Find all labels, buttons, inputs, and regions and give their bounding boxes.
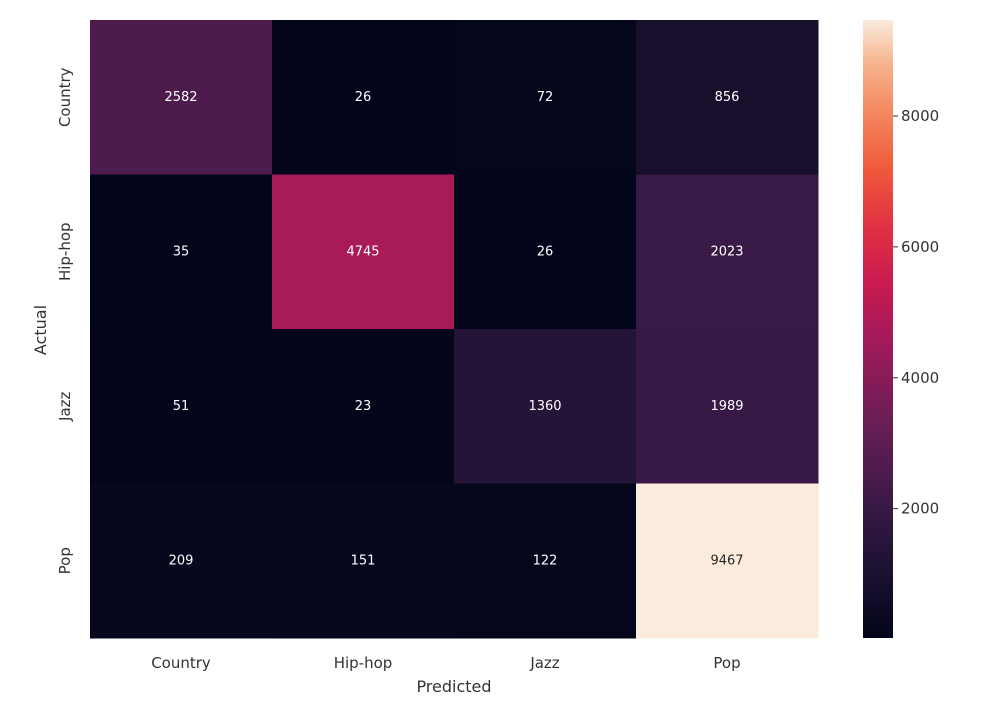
cell-value-label: 209 (169, 553, 194, 568)
colorbar-tick-label: 6000 (901, 238, 939, 256)
colorbar-tick-label: 8000 (901, 107, 939, 125)
heatmap-cells: 2582 26 72 856 35 4745 26 2023 51 23 1360 1989 209 15… (90, 20, 819, 639)
cell-value-label: 51 (173, 399, 190, 414)
y-axis-title: Actual (31, 305, 50, 355)
x-tick-labels: Country Hip-hop Jazz Pop (151, 654, 740, 672)
colorbar-tick-label: 4000 (901, 369, 939, 387)
heatmap-cell (90, 329, 273, 484)
cell-value-label: 26 (537, 244, 554, 259)
heatmap-cell (272, 329, 455, 484)
heatmap-cell (90, 20, 273, 175)
cell-value-label: 4745 (346, 244, 379, 259)
cell-value-label: 122 (533, 553, 558, 568)
cell-value-label: 151 (351, 553, 376, 568)
y-tick-label: Jazz (56, 391, 74, 421)
heatmap-cell (636, 174, 819, 330)
heatmap-cell (90, 174, 273, 330)
heatmap-cell (636, 483, 819, 639)
colorbar-tick-label: 2000 (901, 500, 939, 518)
cell-value-label: 72 (537, 90, 554, 105)
colorbar (863, 20, 893, 638)
heatmap-cell (272, 483, 455, 639)
cell-value-label: 26 (355, 90, 372, 105)
cell-value-label: 856 (715, 90, 740, 105)
cell-value-label: 2582 (164, 90, 197, 105)
x-tick-label: Hip-hop (334, 654, 393, 672)
x-axis-title: Predicted (416, 677, 491, 696)
cell-value-label: 9467 (710, 553, 743, 568)
heatmap-cell (272, 20, 455, 175)
cell-value-label: 2023 (710, 244, 743, 259)
heatmap-cell (90, 483, 273, 639)
cell-value-label: 23 (355, 399, 372, 414)
heatmap-cell (636, 329, 819, 484)
heatmap-cell (454, 483, 637, 639)
x-tick-label: Pop (713, 654, 740, 672)
cell-value-label: 1989 (710, 399, 743, 414)
heatmap-cell (454, 20, 637, 175)
x-tick-label: Country (151, 654, 211, 672)
x-tick-label: Jazz (529, 654, 559, 672)
colorbar-ticks: 2000 4000 6000 8000 (893, 107, 939, 518)
y-tick-label: Pop (56, 547, 74, 574)
heatmap-cell (454, 174, 637, 330)
y-tick-labels: Country Hip-hop Jazz Pop (56, 67, 74, 574)
y-tick-label: Country (56, 67, 74, 127)
y-tick-label: Hip-hop (56, 222, 74, 281)
cell-value-label: 1360 (528, 399, 561, 414)
cell-value-label: 35 (173, 244, 190, 259)
heatmap-cell (454, 329, 637, 484)
heatmap-cell (272, 174, 455, 330)
heatmap-cell (636, 20, 819, 175)
